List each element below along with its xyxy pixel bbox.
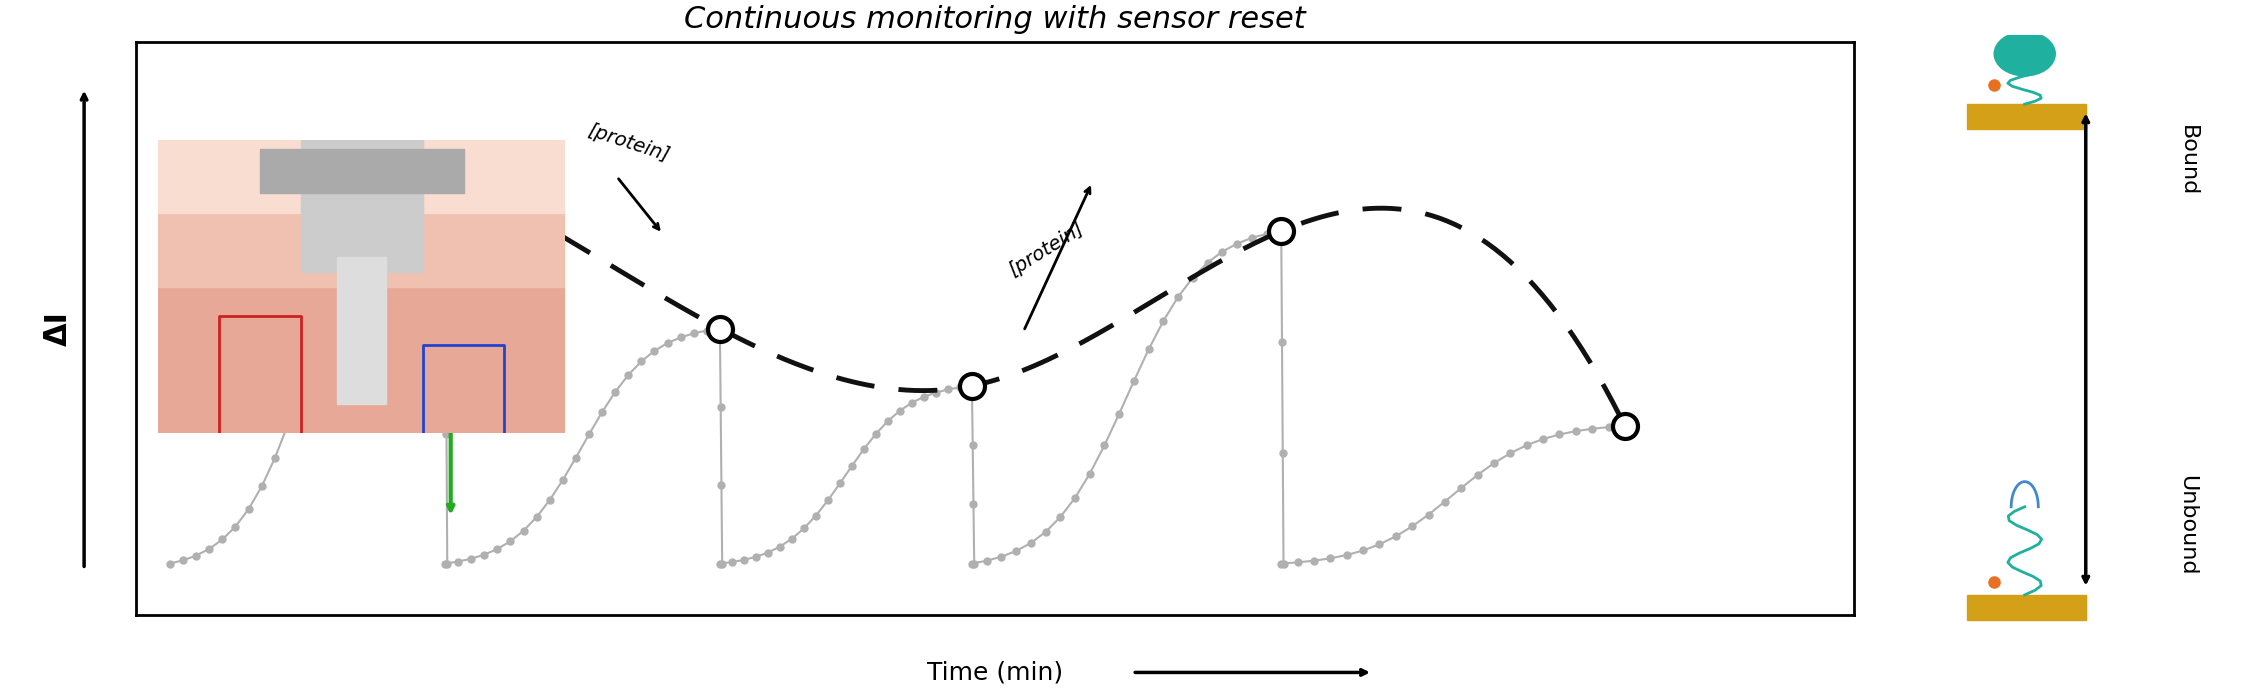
Bar [158, 287, 565, 433]
Text: ΔI: ΔI [43, 311, 72, 346]
Bar [1967, 104, 2087, 129]
Bar [158, 213, 565, 287]
Text: Unbound: Unbound [2177, 475, 2198, 576]
Text: [protein]: [protein] [1006, 219, 1088, 280]
Bar [301, 140, 423, 272]
Bar [1967, 595, 2087, 620]
Bar [260, 149, 464, 193]
Ellipse shape [1994, 31, 2055, 76]
Text: [protein]: [protein] [586, 121, 672, 165]
Bar [337, 257, 387, 404]
Title: Continuous monitoring with sensor reset: Continuous monitoring with sensor reset [685, 5, 1305, 34]
Text: Time (min): Time (min) [927, 661, 1063, 684]
Text: Bound: Bound [2177, 125, 2198, 196]
Text: active
sensor reset: active sensor reset [298, 311, 418, 352]
Bar [158, 140, 565, 213]
